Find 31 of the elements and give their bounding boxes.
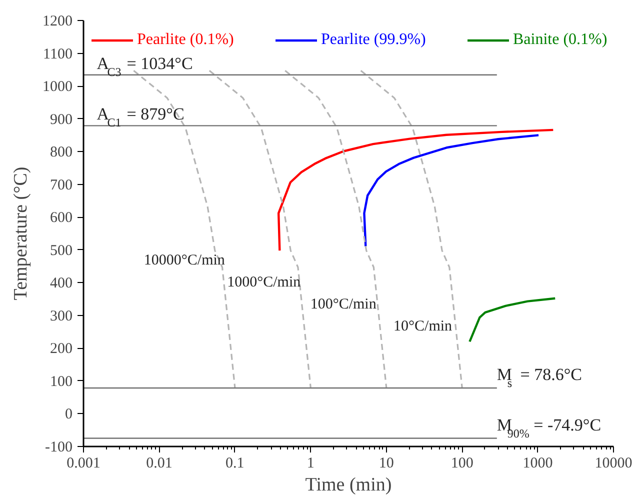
legend-label: Pearlite (99.9%) [321,31,426,49]
y-tick-label: 1100 [43,46,73,62]
y-tick-label: 900 [50,112,72,128]
x-tick-label: 1000 [522,456,553,472]
y-tick-label: 1200 [42,14,72,30]
y-tick-label: 500 [50,242,72,259]
y-tick-label: 600 [50,210,72,226]
y-tick-label: 400 [50,276,72,292]
annotation: 10°C/min [394,318,453,335]
y-tick-label: -100 [45,440,73,456]
y-tick-label: 0 [65,406,72,423]
legend-label: Bainite (0.1%) [513,31,608,49]
legend-label: Pearlite (0.1%) [137,31,234,49]
y-tick-label: 700 [50,177,72,194]
x-tick-label: 0.01 [146,456,172,472]
y-tick-label: 300 [50,308,72,324]
y-tick-label: 1000 [42,79,72,96]
annotation: 100°C/min [310,296,377,313]
x-axis-title: Time (min) [305,474,392,496]
x-tick-label: 10000 [594,456,632,472]
y-axis-title: Temperature (°C) [10,166,32,300]
x-tick-label: 100 [450,456,474,472]
x-tick-label: 0.1 [226,456,244,472]
y-tick-label: 800 [50,144,72,161]
annotation: 1000°C/min [227,274,302,291]
y-tick-label: 100 [50,374,72,390]
x-tick-label: 1 [306,456,314,472]
annotation: 10000°C/min [144,252,226,269]
y-tick-label: 200 [50,341,72,358]
x-tick-label: 0.001 [66,456,100,472]
x-tick-label: 10 [378,456,394,472]
